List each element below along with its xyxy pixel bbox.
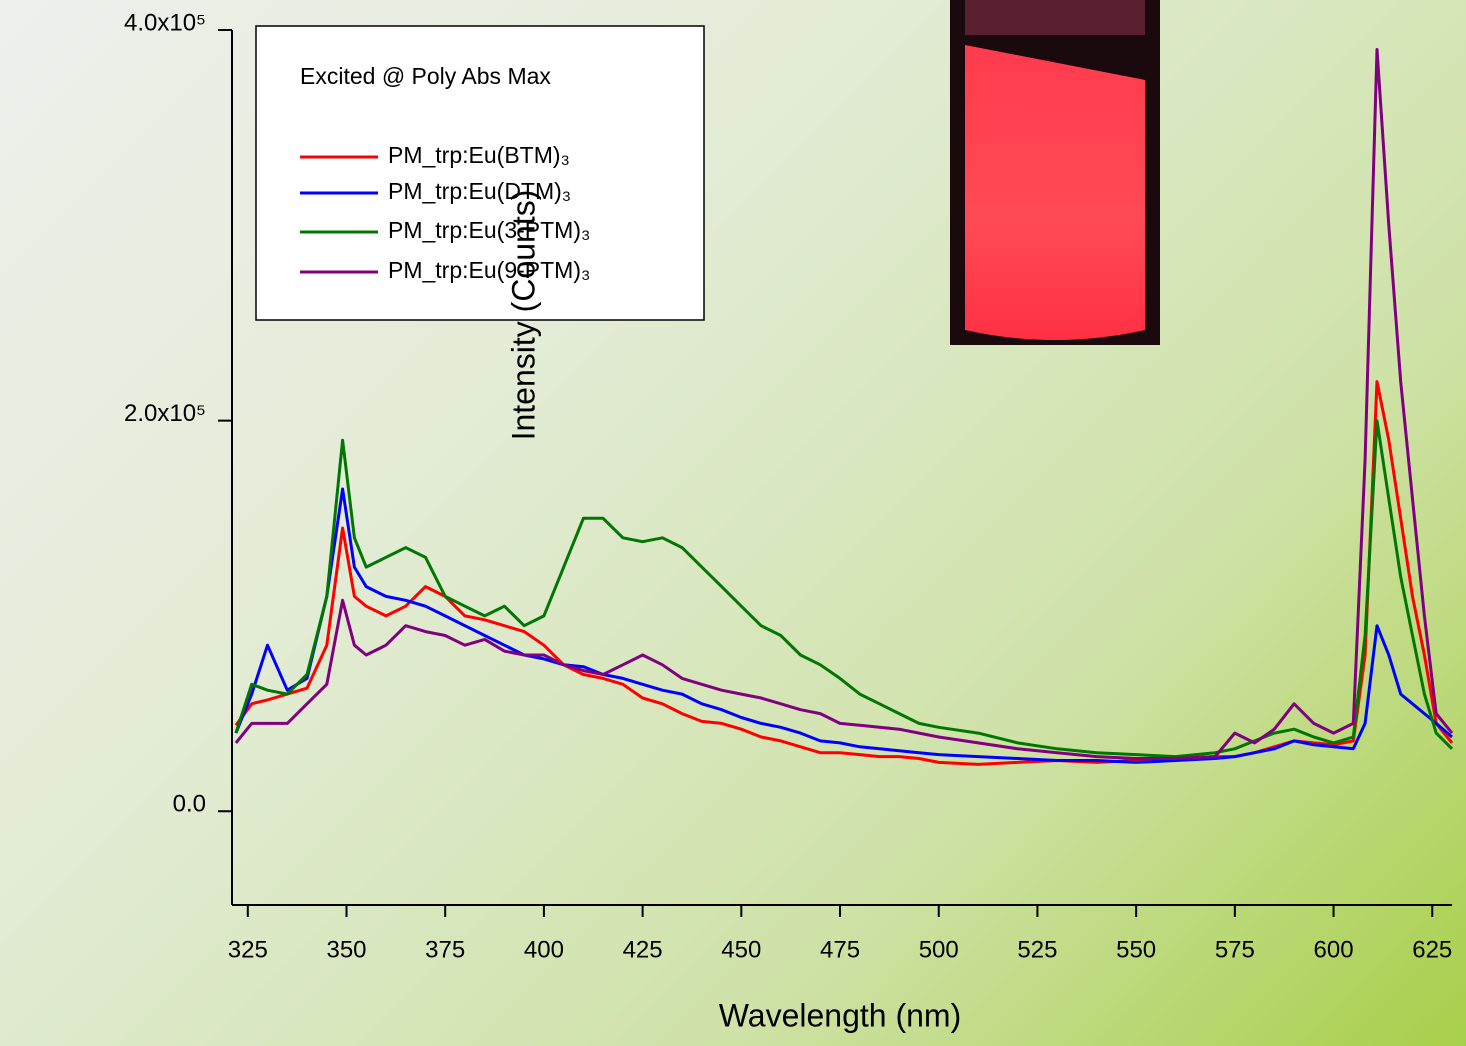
y-tick-label: 2.0x10⁵ <box>124 400 206 427</box>
x-axis-label: Wavelength (nm) <box>719 997 961 1033</box>
y-tick-label: 0.0 <box>173 791 206 818</box>
x-tick-label: 375 <box>425 936 465 963</box>
x-tick-label: 350 <box>326 936 366 963</box>
legend-label: PM_trp:Eu(9-PTM)₃ <box>388 257 590 283</box>
x-tick-label: 325 <box>228 936 268 963</box>
legend-label: PM_trp:Eu(DTM)₃ <box>388 178 571 204</box>
x-tick-label: 475 <box>820 936 860 963</box>
series-line <box>234 487 1453 764</box>
x-tick-label: 450 <box>721 936 761 963</box>
x-tick-label: 550 <box>1116 936 1156 963</box>
legend-label: PM_trp:Eu(BTM)₃ <box>388 142 570 168</box>
x-tick-label: 400 <box>524 936 564 963</box>
series-line <box>234 380 1454 766</box>
legend-label: PM_trp:Eu(3-PTM)₃ <box>388 217 590 243</box>
series-line <box>234 48 1454 760</box>
y-axis-label: Intensity (Counts) <box>505 190 541 441</box>
series-line <box>234 419 1454 759</box>
x-tick-label: 500 <box>919 936 959 963</box>
x-tick-label: 425 <box>623 936 663 963</box>
x-tick-label: 625 <box>1412 936 1452 963</box>
y-tick-label: 4.0x10⁵ <box>124 9 206 36</box>
inset-photo <box>950 0 1160 345</box>
x-tick-label: 525 <box>1017 936 1057 963</box>
x-tick-label: 575 <box>1215 936 1255 963</box>
x-tick-label: 600 <box>1314 936 1354 963</box>
legend-title: Excited @ Poly Abs Max <box>300 63 551 89</box>
